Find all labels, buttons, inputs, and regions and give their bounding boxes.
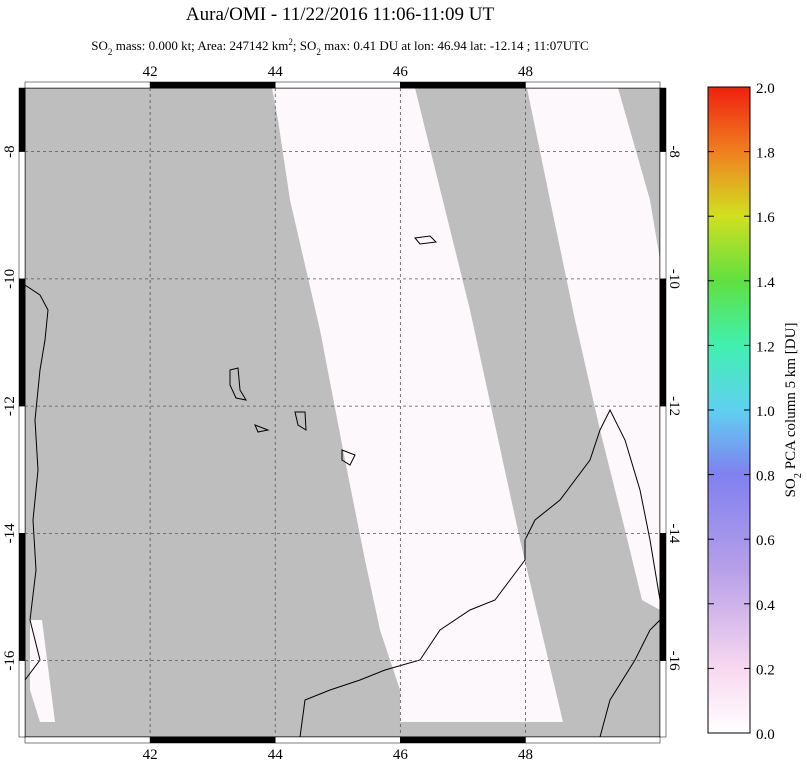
- colorbar-tick-label: 0.2: [756, 662, 775, 678]
- frame-strip: [24, 736, 151, 744]
- text-part: mass: 0.000 kt; Area: 247142 km: [112, 38, 288, 53]
- y-tick-label: -10: [2, 269, 18, 289]
- colorbar-tick-label: 1.6: [756, 210, 775, 226]
- x-tick-label: 42: [143, 64, 158, 80]
- y-tick-label: -14: [666, 523, 682, 543]
- map-layer: [25, 88, 660, 737]
- colorbar: [707, 86, 751, 734]
- text-part: SO: [91, 38, 108, 53]
- x-tick-label: 44: [268, 64, 284, 80]
- text-part: 2: [316, 47, 321, 57]
- chart-title: Aura/OMI - 11/22/2016 11:06-11:09 UT: [186, 4, 495, 25]
- swath: [272, 88, 563, 722]
- text-part: ; SO: [293, 38, 316, 53]
- frame-strip: [659, 533, 667, 661]
- x-tick-label: 48: [518, 747, 533, 759]
- frame-strip: [24, 81, 151, 89]
- frame-strip: [659, 660, 667, 738]
- text-part: PCA column 5 km [DU]: [783, 323, 799, 473]
- colorbar-tick-label: 1.8: [756, 146, 775, 162]
- y-tick-label: -12: [666, 396, 682, 416]
- colorbar-tick-label: 0.0: [756, 727, 775, 743]
- frame-strip: [659, 87, 667, 152]
- colorbar-tick-label: 1.4: [756, 275, 775, 291]
- coastline: [25, 235, 660, 737]
- colorbar-tick-label: 0.6: [756, 533, 775, 549]
- colorbar-label: SO2 PCA column 5 km [DU]: [783, 323, 804, 498]
- x-tick-label: 42: [143, 747, 158, 759]
- y-tick-label: -16: [666, 651, 682, 671]
- frame-strip: [659, 405, 667, 534]
- frame-strip: [659, 151, 667, 280]
- x-tick-label: 48: [518, 64, 533, 80]
- text-part: 2: [288, 37, 293, 47]
- colorbar-tick-label: 1.0: [756, 404, 775, 420]
- swath: [527, 88, 660, 610]
- y-tick-label: -16: [2, 650, 18, 670]
- frame-strip: [274, 736, 401, 744]
- frame-strip: [18, 151, 26, 280]
- y-tick-label: -8: [666, 145, 682, 158]
- frame-strip: [400, 81, 526, 89]
- frame-strip: [400, 736, 526, 744]
- frame-strip: [659, 278, 667, 407]
- frame-strip: [18, 278, 26, 407]
- frame-strip: [149, 736, 276, 744]
- x-tick-label: 46: [393, 64, 409, 80]
- colorbar-tick-label: 0.4: [756, 598, 775, 614]
- frame-strip: [18, 87, 26, 152]
- colorbar-tick-label: 1.2: [756, 339, 775, 355]
- chart-subtitle: SO2 mass: 0.000 kt; Area: 247142 km2; SO…: [91, 37, 588, 57]
- text-part: SO: [783, 478, 799, 497]
- y-tick-label: -12: [2, 396, 18, 416]
- text-part: 2: [793, 473, 804, 478]
- frame-strip: [525, 736, 661, 744]
- x-tick-label: 44: [268, 747, 284, 759]
- colorbar-tick-label: 2.0: [756, 81, 775, 97]
- frame-strip: [274, 81, 401, 89]
- y-tick-label: -10: [666, 269, 682, 289]
- frame-strip: [18, 660, 26, 738]
- y-tick-label: -14: [2, 523, 18, 543]
- frame-strip: [18, 533, 26, 661]
- y-tick-label: -8: [2, 145, 18, 158]
- frame-strip: [18, 405, 26, 534]
- x-tick-label: 46: [393, 747, 409, 759]
- colorbar-tick-label: 0.8: [756, 469, 775, 485]
- frame-strip: [525, 81, 661, 89]
- text-part: 2: [108, 47, 113, 57]
- text-part: max: 0.41 DU at lon: 46.94 lat: -12.14 ;…: [321, 38, 589, 53]
- frame-strip: [149, 81, 276, 89]
